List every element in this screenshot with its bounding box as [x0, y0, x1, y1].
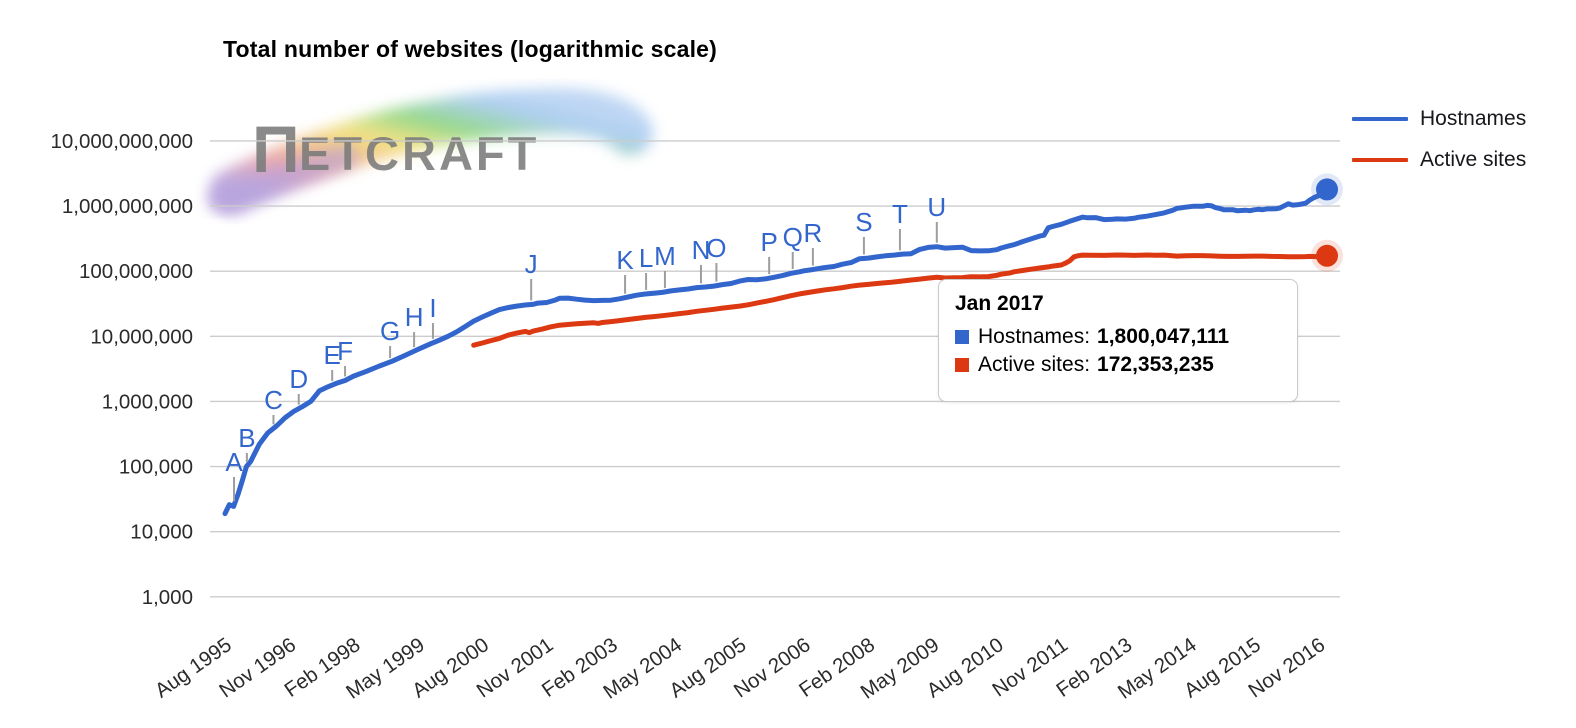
- annotation-letter-G[interactable]: G: [380, 316, 400, 346]
- y-tick-label: 10,000: [130, 521, 193, 544]
- y-tick-label: 100,000: [119, 456, 193, 479]
- annotation-letter-H[interactable]: H: [405, 302, 424, 332]
- annotation-letter-O[interactable]: O: [706, 233, 726, 263]
- annotation-letter-T[interactable]: T: [892, 199, 908, 229]
- annotation-letter-L[interactable]: L: [639, 243, 653, 273]
- annotation-letter-P[interactable]: P: [760, 227, 777, 257]
- tooltip-title: Jan 2017: [955, 292, 1044, 315]
- annotation-letter-A[interactable]: A: [225, 447, 243, 477]
- legend-label-hostnames: Hostnames: [1420, 107, 1527, 130]
- active-sites-end-dot[interactable]: [1316, 244, 1339, 267]
- annotation-letter-I[interactable]: I: [429, 293, 436, 323]
- y-tick-label: 1,000,000: [102, 390, 193, 413]
- netcraft-logo: Π ETCRAFT: [208, 87, 653, 215]
- y-tick-label: 10,000,000: [90, 325, 193, 348]
- annotation-letter-U[interactable]: U: [927, 192, 946, 222]
- active-sites-line[interactable]: [471, 252, 1330, 348]
- annotation-letter-K[interactable]: K: [616, 245, 634, 275]
- annotation-letter-J[interactable]: J: [525, 249, 538, 279]
- annotation-letter-M[interactable]: M: [654, 241, 676, 271]
- annotation-letter-Q[interactable]: Q: [783, 222, 803, 252]
- data-series: [222, 173, 1344, 517]
- legend-label-active-sites: Active sites: [1420, 148, 1527, 171]
- tooltip: Jan 2017 Hostnames: 1,800,047,111 Active…: [938, 279, 1298, 402]
- tooltip-hostnames-value: 1,800,047,111: [1097, 325, 1230, 348]
- chart-title: Total number of websites (logarithmic sc…: [223, 36, 718, 62]
- annotation-letter-B[interactable]: B: [238, 423, 255, 453]
- hostnames-line-swatch: [1352, 117, 1408, 121]
- tooltip-hostnames-label: Hostnames:: [978, 325, 1091, 348]
- tooltip-row-hostnames: Hostnames: 1,800,047,111: [955, 325, 1281, 349]
- active-sites-line-swatch: [1352, 158, 1408, 162]
- annotation-letter-N[interactable]: N: [692, 235, 711, 265]
- logo-wordmark: ETCRAFT: [299, 127, 539, 180]
- active-sites-marker-icon: [955, 358, 969, 372]
- annotation-letter-F[interactable]: F: [337, 336, 353, 366]
- tooltip-active-sites-label: Active sites:: [978, 353, 1091, 376]
- annotation-letter-C[interactable]: C: [264, 385, 283, 415]
- logo-brush-tail: [208, 145, 357, 213]
- y-tick-label: 100,000,000: [79, 260, 193, 283]
- y-tick-label: 1,000,000,000: [62, 195, 193, 218]
- annotation-letter-E[interactable]: E: [324, 340, 341, 370]
- legend-item-hostnames[interactable]: Hostnames: [1352, 106, 1526, 132]
- tooltip-row-active-sites: Active sites: 172,353,235: [955, 353, 1281, 377]
- annotation-letter-S[interactable]: S: [855, 207, 872, 237]
- hostnames-line[interactable]: [222, 186, 1330, 517]
- gridlines: [210, 140, 1340, 598]
- legend-item-active-sites[interactable]: Active sites: [1352, 147, 1526, 173]
- hostnames-marker-icon: [955, 330, 969, 344]
- annotation-letter-D[interactable]: D: [289, 364, 308, 394]
- y-tick-label: 1,000: [142, 586, 193, 609]
- logo-mark: Π: [252, 112, 300, 186]
- hostnames-end-dot[interactable]: [1316, 178, 1339, 201]
- y-tick-label: 10,000,000,000: [51, 130, 194, 153]
- annotation-letter-R[interactable]: R: [803, 218, 822, 248]
- legend: Hostnames Active sites: [1352, 106, 1526, 173]
- tooltip-active-sites-value: 172,353,235: [1097, 353, 1214, 376]
